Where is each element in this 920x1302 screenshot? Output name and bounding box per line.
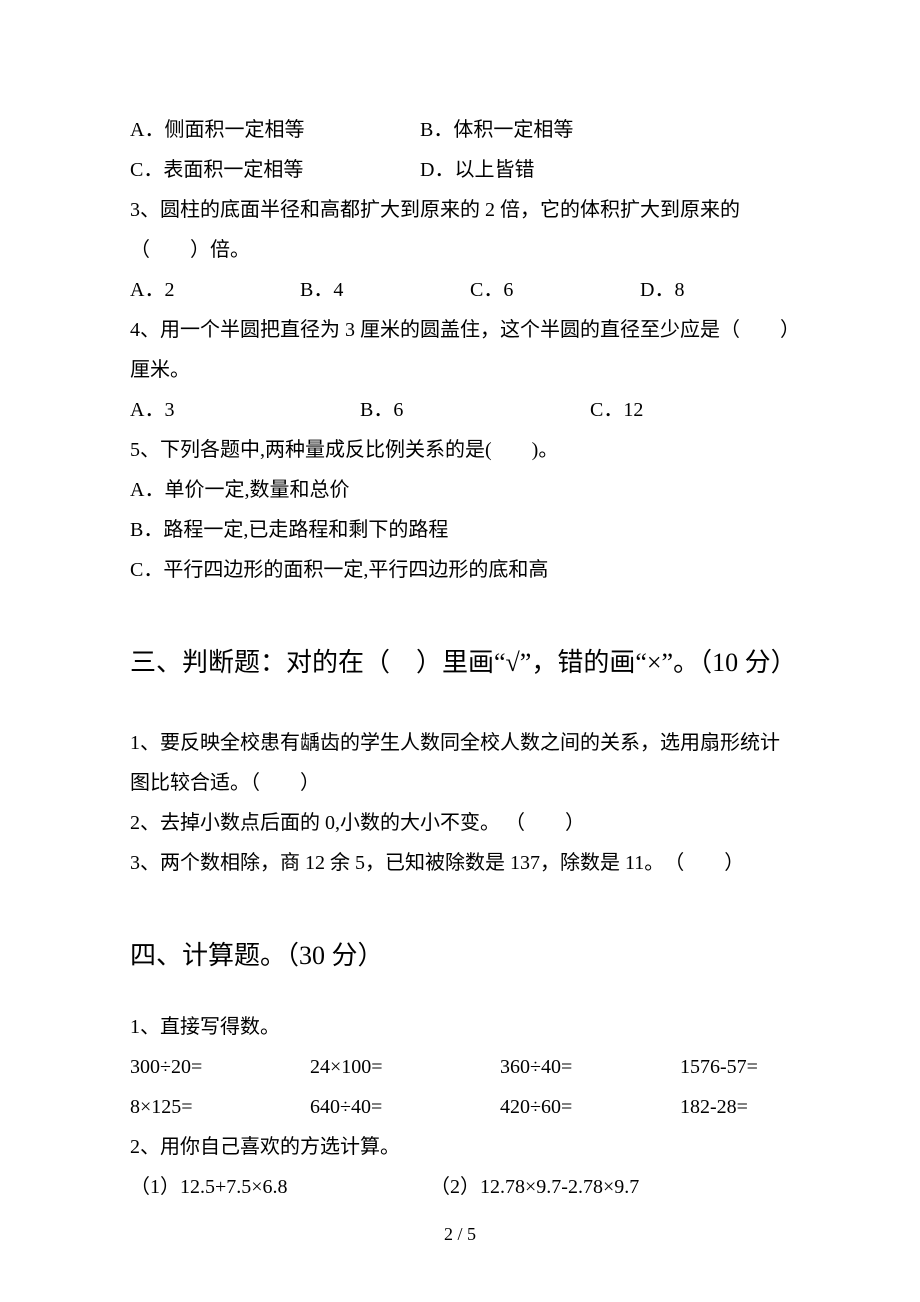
calc1-r1-c1: 300÷20= xyxy=(130,1047,310,1087)
calc2-row: （1）12.5+7.5×6.8 （2）12.78×9.7-2.78×9.7 xyxy=(130,1167,790,1207)
sec3-q3: 3、两个数相除，商 12 余 5，已知被除数是 137，除数是 11。 （ ） xyxy=(130,843,790,883)
q4-option-a: A．3 xyxy=(130,390,360,430)
calc1-row1: 300÷20= 24×100= 360÷40= 1576-57= xyxy=(130,1047,790,1087)
calc1-r1-c4: 1576-57= xyxy=(680,1047,758,1087)
calc1-r1-c2: 24×100= xyxy=(310,1047,500,1087)
calc1-r2-c1: 8×125= xyxy=(130,1087,310,1127)
calc1-label: 1、直接写得数。 xyxy=(130,1007,790,1047)
q4-option-b: B．6 xyxy=(360,390,590,430)
page-number: 2 / 5 xyxy=(0,1216,920,1252)
calc1-r2-c3: 420÷60= xyxy=(500,1087,680,1127)
q3-stem: 3、圆柱的底面半径和高都扩大到原来的 2 倍，它的体积扩大到原来的（ ）倍。 xyxy=(130,190,790,270)
calc1-r2-c2: 640÷40= xyxy=(310,1087,500,1127)
page: A．侧面积一定相等 B．体积一定相等 C．表面积一定相等 D．以上皆错 3、圆柱… xyxy=(0,0,920,1302)
q2-option-a: A．侧面积一定相等 xyxy=(130,110,420,150)
q3-option-b: B．4 xyxy=(300,270,470,310)
q4-stem: 4、用一个半圆把直径为 3 厘米的圆盖住，这个半圆的直径至少应是（ ）厘米。 xyxy=(130,310,790,390)
calc2-a: （1）12.5+7.5×6.8 xyxy=(130,1167,430,1207)
section-3-heading: 三、判断题：对的在（ ）里画“√”，错的画“×”。（10 分） xyxy=(130,638,790,687)
q5-option-b: B．路程一定,已走路程和剩下的路程 xyxy=(130,510,790,550)
q2-option-c: C．表面积一定相等 xyxy=(130,150,420,190)
calc1-row2: 8×125= 640÷40= 420÷60= 182-28= xyxy=(130,1087,790,1127)
calc2-b: （2）12.78×9.7-2.78×9.7 xyxy=(430,1167,639,1207)
q5-option-a: A．单价一定,数量和总价 xyxy=(130,470,790,510)
calc1-r1-c3: 360÷40= xyxy=(500,1047,680,1087)
q3-option-a: A．2 xyxy=(130,270,300,310)
calc1-r2-c4: 182-28= xyxy=(680,1087,748,1127)
q3-option-c: C．6 xyxy=(470,270,640,310)
q4-options: A．3 B．6 C．12 xyxy=(130,390,790,430)
q4-option-c: C．12 xyxy=(590,390,643,430)
q3-options: A．2 B．4 C．6 D．8 xyxy=(130,270,790,310)
calc2-label: 2、用你自己喜欢的方选计算。 xyxy=(130,1127,790,1167)
q2-option-d: D．以上皆错 xyxy=(420,150,534,190)
sec3-q2: 2、去掉小数点后面的 0,小数的大小不变。 （ ） xyxy=(130,803,790,843)
q3-option-d: D．8 xyxy=(640,270,684,310)
q5-stem: 5、下列各题中,两种量成反比例关系的是( )。 xyxy=(130,430,790,470)
q2-option-b: B．体积一定相等 xyxy=(420,110,573,150)
section-4-heading: 四、计算题。（30 分） xyxy=(130,931,790,980)
sec3-q1: 1、要反映全校患有龋齿的学生人数同全校人数之间的关系，选用扇形统计图比较合适。（… xyxy=(130,723,790,803)
q2-options-row1: A．侧面积一定相等 B．体积一定相等 xyxy=(130,110,790,150)
q5-option-c: C．平行四边形的面积一定,平行四边形的底和高 xyxy=(130,550,790,590)
q2-options-row2: C．表面积一定相等 D．以上皆错 xyxy=(130,150,790,190)
